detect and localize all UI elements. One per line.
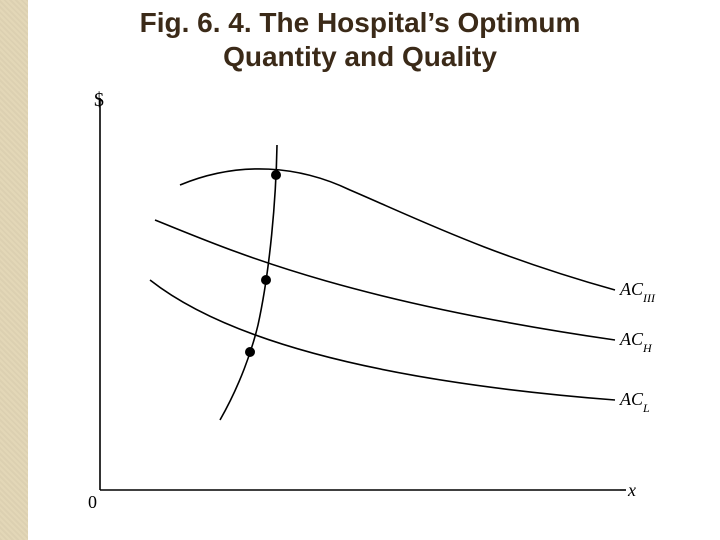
label-ac3: ACIII — [619, 279, 656, 305]
chart: $ x 0 ACIII ACH ACL — [60, 90, 660, 520]
curve-ac3 — [180, 169, 615, 290]
origin-label: 0 — [88, 492, 97, 512]
point-acl — [245, 347, 255, 357]
side-strip — [0, 0, 28, 540]
title-wrap: Fig. 6. 4. The Hospital’s Optimum Quanti… — [80, 6, 640, 73]
curve-acl — [150, 280, 615, 400]
chart-svg: $ x 0 ACIII ACH ACL — [60, 90, 660, 520]
figure-title: Fig. 6. 4. The Hospital’s Optimum Quanti… — [80, 6, 640, 73]
y-axis-label: $ — [94, 90, 104, 111]
point-ach — [261, 275, 271, 285]
label-ach: ACH — [619, 329, 653, 355]
label-acl: ACL — [619, 389, 650, 415]
point-ac3 — [271, 170, 281, 180]
slide: Fig. 6. 4. The Hospital’s Optimum Quanti… — [0, 0, 720, 540]
x-axis-label: x — [627, 480, 636, 500]
